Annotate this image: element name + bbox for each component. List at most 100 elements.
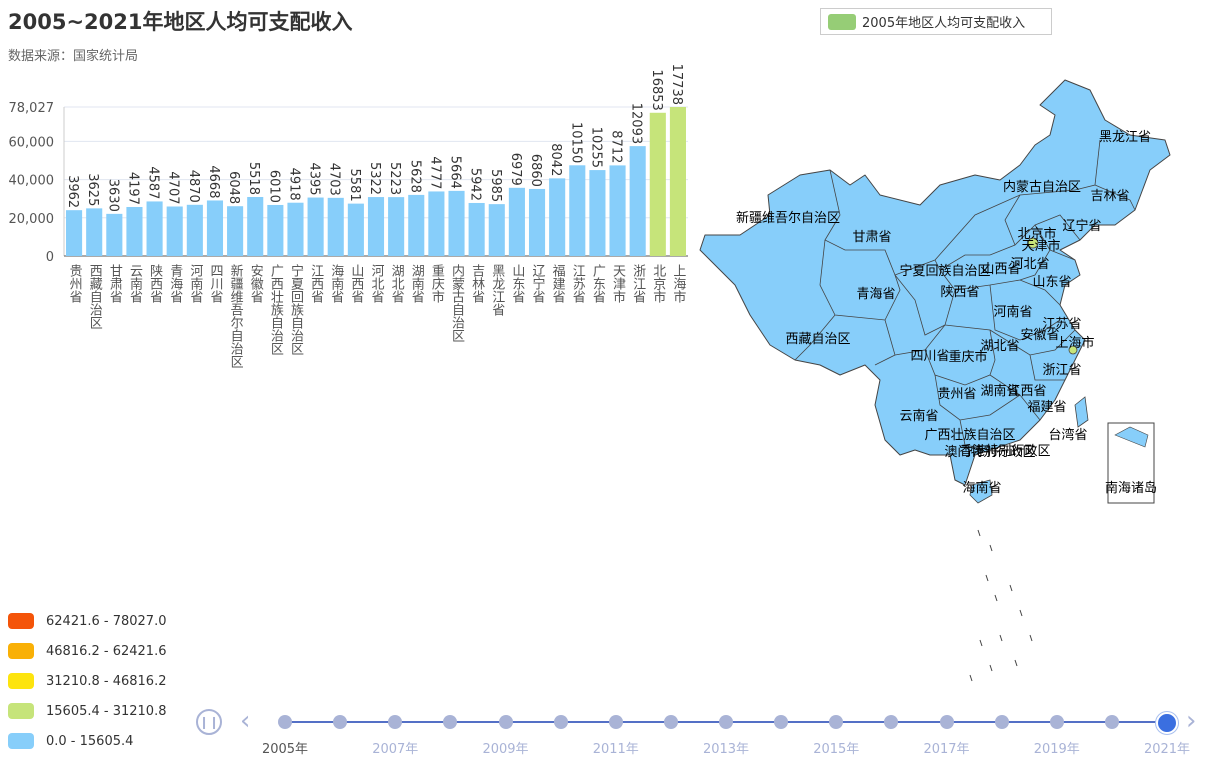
- bar[interactable]: [206, 200, 224, 256]
- timeline-year-label[interactable]: 2007年: [372, 742, 419, 757]
- region-hainan[interactable]: [969, 479, 993, 504]
- bar[interactable]: [106, 213, 123, 256]
- map-region-label: 山西省: [981, 262, 1020, 277]
- timeline-year-label[interactable]: 2019年: [1033, 742, 1080, 757]
- map-region-label: 宁夏回族自治区: [899, 263, 990, 279]
- map-country-outline[interactable]: [699, 79, 1171, 486]
- bar[interactable]: [327, 197, 344, 256]
- prev-arrow-icon[interactable]: ‹: [240, 706, 251, 736]
- bar[interactable]: [448, 190, 465, 256]
- bar[interactable]: [166, 206, 183, 256]
- legend-label: 2005年地区人均可支配收入: [862, 16, 1026, 31]
- bar-value-label: 17738: [669, 64, 684, 105]
- x-tick-label: 北京市: [650, 264, 666, 303]
- nine-dash-line: [989, 544, 993, 552]
- region-beijing[interactable]: [1027, 237, 1039, 249]
- bar-value-label: 8712: [609, 130, 624, 163]
- timeline-point[interactable]: [1049, 715, 1064, 729]
- bar[interactable]: [508, 187, 525, 256]
- bar-value-label: 4918: [286, 168, 301, 201]
- bar[interactable]: [287, 202, 304, 256]
- bar[interactable]: [247, 196, 264, 256]
- timeline-point[interactable]: [388, 715, 403, 729]
- timeline-year-label[interactable]: 2017年: [923, 742, 970, 757]
- region-taiwan[interactable]: [1074, 396, 1089, 428]
- bar[interactable]: [549, 178, 566, 256]
- bar-value-label: 6048: [226, 171, 241, 204]
- timeline-year-label[interactable]: 2009年: [482, 742, 529, 757]
- bar[interactable]: [186, 204, 203, 256]
- bar[interactable]: [408, 194, 425, 256]
- timeline-year-label[interactable]: 2015年: [813, 742, 860, 757]
- next-arrow-icon[interactable]: ›: [1186, 706, 1197, 736]
- timeline-point[interactable]: [719, 715, 733, 729]
- timeline-point[interactable]: [278, 715, 292, 729]
- series-legend[interactable]: 2005年地区人均可支配收入: [820, 8, 1052, 35]
- visual-map-item-2[interactable]: 31210.8 - 46816.2: [8, 671, 208, 691]
- x-tick-label: 吉林省: [469, 264, 485, 303]
- timeline-year-label[interactable]: 2005年: [261, 742, 309, 757]
- bar[interactable]: [649, 112, 666, 257]
- timeline-point[interactable]: [774, 715, 789, 729]
- visual-map-item-3[interactable]: 15605.4 - 31210.8: [8, 701, 208, 721]
- timeline-point[interactable]: [443, 715, 458, 729]
- x-tick-label: 甘肃省: [107, 264, 123, 303]
- timeline-year-label[interactable]: 2021年: [1143, 742, 1191, 757]
- bar[interactable]: [609, 165, 626, 256]
- bar-value-label: 5664: [448, 156, 463, 189]
- province-border: [1049, 249, 1076, 261]
- timeline-point[interactable]: [1156, 712, 1178, 734]
- bar[interactable]: [669, 107, 686, 256]
- nine-dash-line: [1009, 584, 1013, 592]
- timeline-point[interactable]: [1104, 715, 1119, 729]
- bar[interactable]: [86, 208, 103, 256]
- bar-value-label: 5985: [488, 169, 503, 202]
- timeline-point[interactable]: [333, 715, 348, 729]
- province-border: [1004, 194, 1021, 246]
- map-region-label: 南海诸岛: [1105, 480, 1157, 496]
- bar-chart: 0 20,000 40,000 60,000 78,027 3962 贵州省 3625 西藏自治…: [9, 64, 688, 368]
- bar[interactable]: [227, 206, 244, 256]
- province-border: [824, 169, 1076, 276]
- timeline-point[interactable]: [498, 715, 513, 729]
- bar[interactable]: [367, 197, 385, 256]
- bar[interactable]: [629, 146, 646, 256]
- timeline-point[interactable]: [994, 715, 1009, 729]
- timeline-point[interactable]: [608, 715, 623, 729]
- bar[interactable]: [528, 188, 546, 256]
- x-tick-label: 陕西省: [147, 264, 163, 303]
- bar-value-label: 5628: [407, 160, 422, 193]
- bar[interactable]: [66, 210, 83, 256]
- nine-dash-line: [1029, 634, 1033, 642]
- region-shanghai[interactable]: [1068, 345, 1078, 355]
- visual-map-item-4[interactable]: 0.0 - 15605.4: [8, 731, 208, 751]
- bar[interactable]: [388, 197, 405, 256]
- timeline-year-label[interactable]: 2013年: [702, 742, 750, 757]
- bar[interactable]: [126, 206, 143, 256]
- bar[interactable]: [569, 165, 586, 256]
- bar[interactable]: [146, 201, 163, 256]
- visual-map-item-0[interactable]: 62421.6 - 78027.0: [8, 611, 208, 631]
- timeline-year-label[interactable]: 2011年: [592, 742, 639, 757]
- timeline-point[interactable]: [829, 715, 844, 729]
- visual-map-label: 46816.2 - 62421.6: [46, 643, 167, 659]
- bar[interactable]: [267, 204, 284, 256]
- bar[interactable]: [307, 197, 324, 256]
- visual-map-item-1[interactable]: 46816.2 - 62421.6: [8, 641, 208, 661]
- bar[interactable]: [468, 202, 485, 256]
- x-tick-label: 上海市: [670, 264, 686, 303]
- bar[interactable]: [428, 191, 445, 256]
- bar[interactable]: [488, 204, 505, 256]
- nine-dash-line: [999, 634, 1003, 642]
- nine-dash-line: [1019, 609, 1023, 617]
- timeline-point[interactable]: [939, 715, 954, 729]
- timeline-point[interactable]: [884, 715, 899, 729]
- x-tick-label: 西藏自治区: [87, 264, 103, 329]
- timeline-point[interactable]: [553, 715, 568, 729]
- bar[interactable]: [589, 170, 606, 256]
- map-region-label: 天津市: [1021, 238, 1060, 254]
- timeline-point[interactable]: [663, 715, 678, 729]
- pause-button[interactable]: ❙❙: [196, 709, 222, 735]
- bar[interactable]: [347, 203, 364, 256]
